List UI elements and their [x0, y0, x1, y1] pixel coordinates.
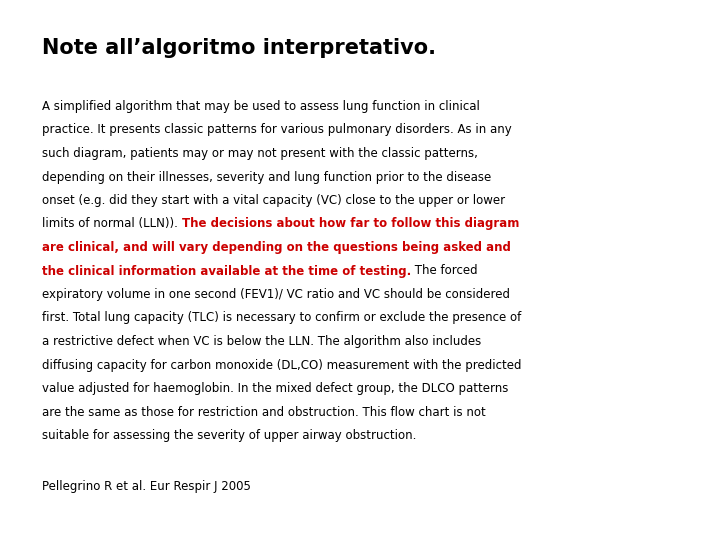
Text: A simplified algorithm that may be used to assess lung function in clinical: A simplified algorithm that may be used … [42, 100, 480, 113]
Text: such diagram, patients may or may not present with the classic patterns,: such diagram, patients may or may not pr… [42, 147, 478, 160]
Text: are clinical, and will vary depending on the questions being asked and: are clinical, and will vary depending on… [42, 241, 511, 254]
Text: are the same as those for restriction and obstruction. This flow chart is not: are the same as those for restriction an… [42, 406, 486, 419]
Text: Pellegrino R et al. Eur Respir J 2005: Pellegrino R et al. Eur Respir J 2005 [42, 480, 251, 493]
Text: Note all’algoritmo interpretativo.: Note all’algoritmo interpretativo. [42, 38, 436, 58]
Text: depending on their illnesses, severity and lung function prior to the disease: depending on their illnesses, severity a… [42, 171, 491, 184]
Text: value adjusted for haemoglobin. In the mixed defect group, the DLCO patterns: value adjusted for haemoglobin. In the m… [42, 382, 508, 395]
Text: suitable for assessing the severity of upper airway obstruction.: suitable for assessing the severity of u… [42, 429, 416, 442]
Text: onset (e.g. did they start with a vital capacity (VC) close to the upper or lowe: onset (e.g. did they start with a vital … [42, 194, 505, 207]
Text: first. Total lung capacity (TLC) is necessary to confirm or exclude the presence: first. Total lung capacity (TLC) is nece… [42, 312, 521, 325]
Text: the clinical information available at the time of testing.: the clinical information available at th… [42, 265, 411, 278]
Text: The decisions about how far to follow this diagram: The decisions about how far to follow th… [181, 218, 519, 231]
Text: The forced: The forced [411, 265, 478, 278]
Text: diffusing capacity for carbon monoxide (DL,CO) measurement with the predicted: diffusing capacity for carbon monoxide (… [42, 359, 521, 372]
Text: a restrictive defect when VC is below the LLN. The algorithm also includes: a restrictive defect when VC is below th… [42, 335, 481, 348]
Text: practice. It presents classic patterns for various pulmonary disorders. As in an: practice. It presents classic patterns f… [42, 124, 512, 137]
Text: expiratory volume in one second (FEV1)/ VC ratio and VC should be considered: expiratory volume in one second (FEV1)/ … [42, 288, 510, 301]
Text: limits of normal (LLN)).: limits of normal (LLN)). [42, 218, 181, 231]
